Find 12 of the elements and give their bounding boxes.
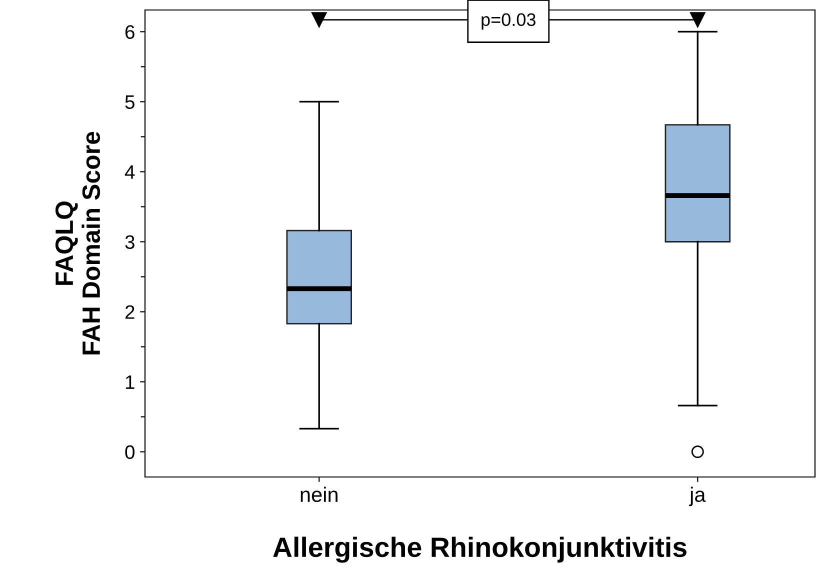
y-tick-label: 3 — [125, 235, 134, 249]
y-tick-label: 5 — [125, 95, 134, 109]
y-tick-label: 4 — [124, 165, 135, 179]
annotation: p=0.03 — [482, 13, 536, 30]
x-tick-label: nein — [300, 486, 338, 502]
y-axis-title: FAQLQ FAH Domain Score — [55, 132, 100, 354]
y-tick-label: 1 — [126, 375, 134, 389]
y-tick-label: 0 — [125, 445, 135, 460]
y-tick-label: 2 — [125, 305, 134, 319]
x-tick-label: ja — [689, 486, 706, 506]
y-tick-label: 6 — [125, 25, 134, 39]
x-axis-title: Allergische Rhinokonjunktivitis — [273, 536, 686, 563]
